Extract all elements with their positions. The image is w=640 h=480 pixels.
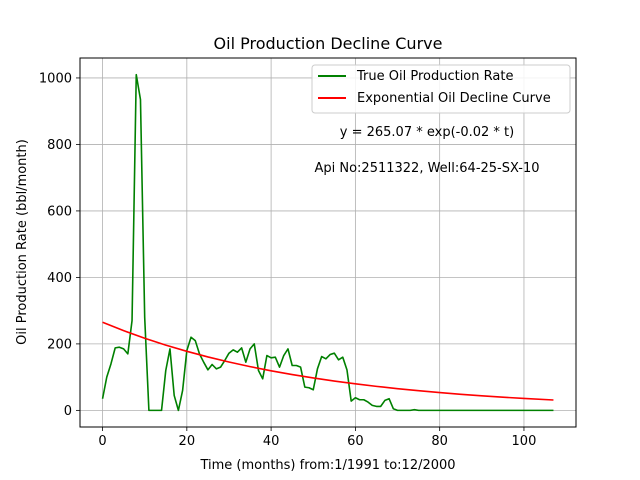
- x-tick-label: 100: [512, 434, 537, 449]
- y-tick-label: 1000: [39, 71, 72, 86]
- x-axis: 0 20 40 60 80 100: [98, 427, 536, 449]
- y-axis-label: Oil Production Rate (bbl/month): [15, 139, 30, 345]
- y-tick-label: 400: [47, 271, 72, 286]
- x-axis-label: Time (months) from:1/1991 to:12/2000: [199, 458, 455, 473]
- legend-label-true-rate: True Oil Production Rate: [356, 69, 513, 84]
- y-tick-label: 800: [47, 138, 72, 153]
- x-tick-label: 0: [98, 434, 106, 449]
- series-layer: [101, 73, 554, 412]
- legend-label-decline-curve: Exponential Oil Decline Curve: [357, 91, 551, 106]
- y-axis: 0 200 400 600 800 1000: [39, 71, 80, 419]
- y-tick-label: 600: [47, 204, 72, 219]
- well-annotation: Api No:2511322, Well:64-25-SX-10: [314, 161, 539, 176]
- y-tick-label: 0: [64, 404, 72, 419]
- y-tick-label: 200: [47, 337, 72, 352]
- chart-title: Oil Production Decline Curve: [214, 34, 443, 53]
- legend-box: [311, 64, 571, 114]
- plot-frame: [79, 57, 577, 428]
- legend: True Oil Production Rate Exponential Oil…: [311, 64, 571, 114]
- series-true-oil-production-rate: [101, 73, 554, 412]
- x-tick-label: 80: [431, 434, 448, 449]
- x-tick-label: 20: [179, 434, 196, 449]
- equation-annotation: y = 265.07 * exp(-0.02 * t): [340, 125, 514, 140]
- x-tick-label: 40: [263, 434, 280, 449]
- series-exponential-decline-curve: [102, 321, 554, 401]
- x-tick-label: 60: [347, 434, 364, 449]
